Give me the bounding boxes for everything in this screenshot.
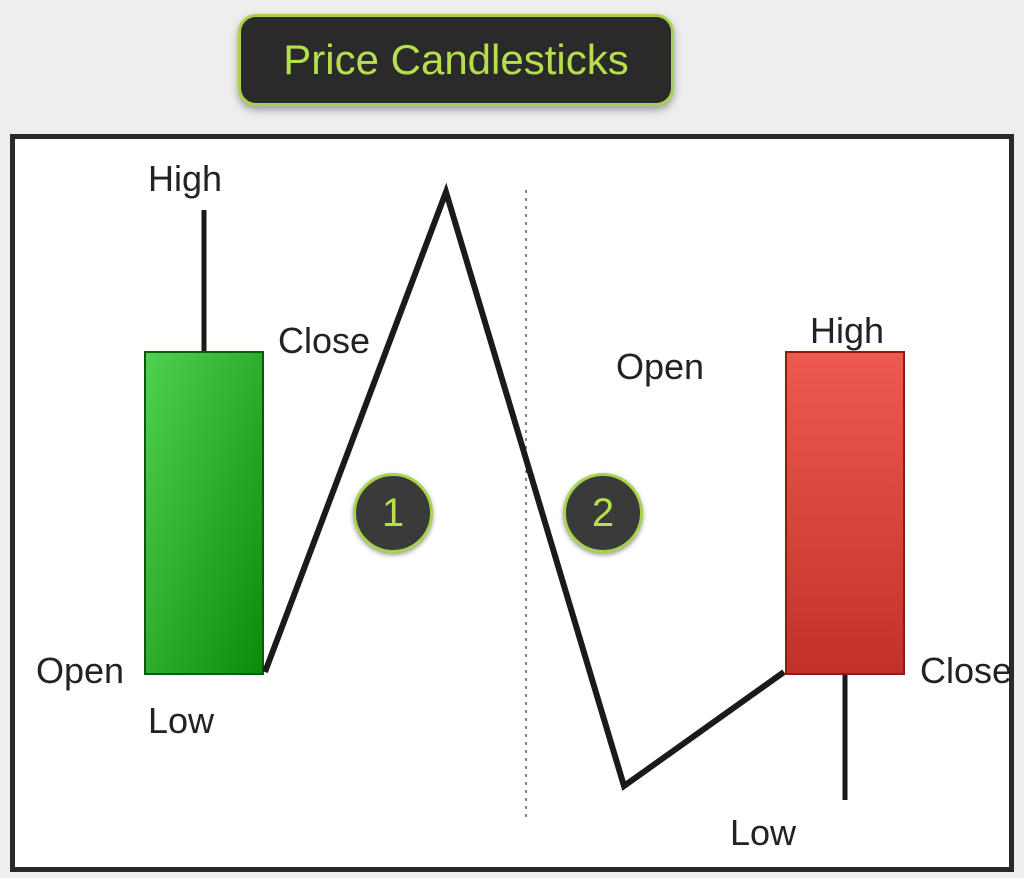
bull-candle-body bbox=[145, 352, 263, 674]
label-bear-open: Open bbox=[616, 346, 704, 388]
label-bear-high: High bbox=[810, 310, 884, 352]
badge-two-label: 2 bbox=[592, 491, 614, 536]
badge-one: 1 bbox=[353, 473, 433, 553]
diagram-svg bbox=[0, 0, 1024, 878]
badge-two: 2 bbox=[563, 473, 643, 553]
label-bull-close: Close bbox=[278, 320, 370, 362]
label-bull-high: High bbox=[148, 158, 222, 200]
label-bear-close: Close bbox=[920, 650, 1012, 692]
label-bear-low: Low bbox=[730, 812, 796, 854]
bear-candle-body bbox=[786, 352, 904, 674]
label-bull-open: Open bbox=[36, 650, 124, 692]
price-path bbox=[265, 192, 784, 786]
page: { "canvas": { "width": 1024, "height": 8… bbox=[0, 0, 1024, 878]
badge-one-label: 1 bbox=[382, 491, 404, 536]
label-bull-low: Low bbox=[148, 700, 214, 742]
